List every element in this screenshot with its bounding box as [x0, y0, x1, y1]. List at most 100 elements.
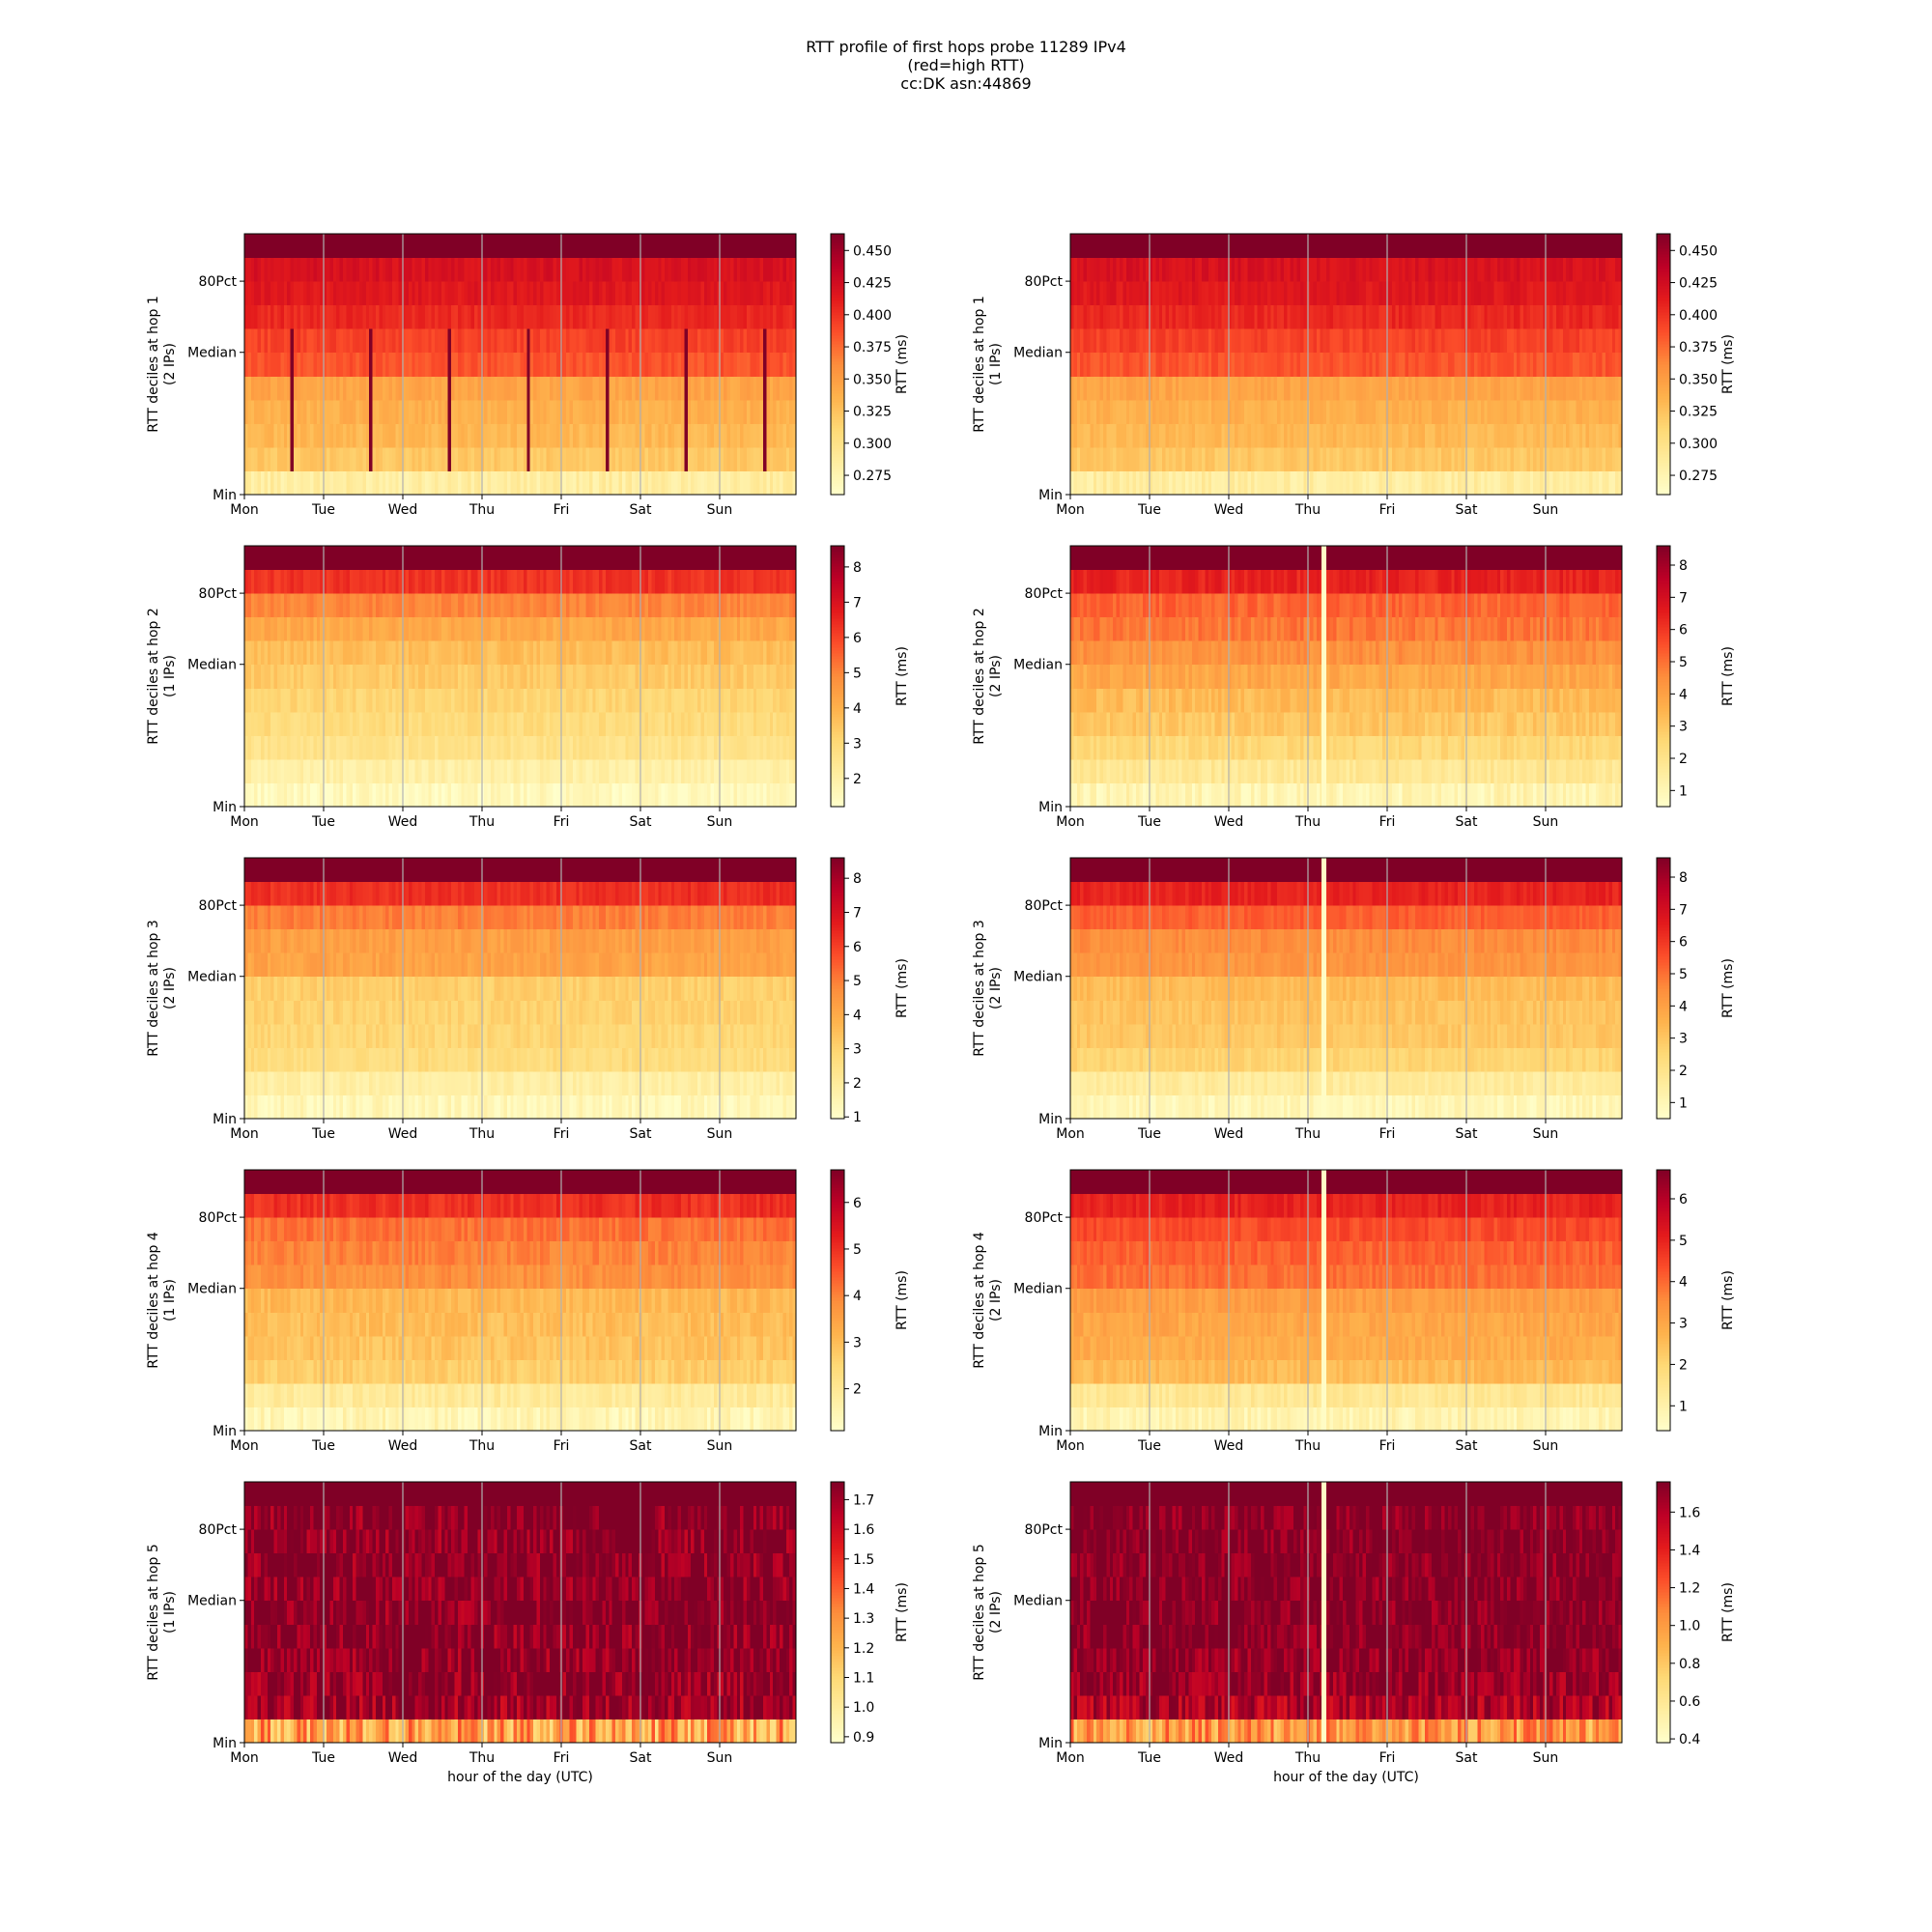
heatmap-cell	[1329, 423, 1334, 448]
heatmap-cell	[388, 234, 393, 259]
heatmap-cell	[665, 257, 668, 282]
heatmap-cell	[494, 688, 498, 713]
heatmap-cell	[1454, 376, 1459, 401]
heatmap-cell	[687, 688, 692, 713]
heatmap-cell	[257, 688, 262, 713]
heatmap-cell	[355, 352, 360, 377]
heatmap-cell	[306, 234, 311, 259]
heatmap-cell	[1313, 352, 1318, 377]
heatmap-cell	[780, 304, 783, 329]
heatmap-cell	[1611, 352, 1616, 377]
heatmap-cell	[503, 735, 508, 760]
heatmap-cell	[358, 758, 363, 783]
heatmap-cell	[1562, 376, 1567, 401]
heatmap-cell	[408, 711, 412, 736]
heatmap-cell	[1102, 281, 1107, 306]
heatmap-cell	[1362, 304, 1367, 329]
heatmap-cell	[1211, 234, 1216, 259]
heatmap-cell	[431, 782, 436, 808]
heatmap-cell	[1441, 257, 1445, 282]
heatmap-cell	[250, 758, 255, 783]
heatmap-cell	[1261, 304, 1265, 329]
heatmap-cell	[661, 281, 666, 306]
heatmap-cell	[536, 758, 541, 783]
heatmap-cell	[1188, 304, 1193, 329]
heatmap-cell	[1211, 423, 1216, 448]
heatmap-cell	[1149, 281, 1153, 306]
heatmap-cell	[1414, 328, 1419, 354]
heatmap-cell	[707, 664, 712, 689]
heatmap-cell	[648, 281, 652, 306]
heatmap-cell	[395, 399, 400, 424]
heatmap-cell	[1146, 399, 1151, 424]
colorbar-step	[1657, 480, 1670, 484]
heatmap-cell	[1595, 304, 1600, 329]
heatmap-cell	[687, 281, 692, 306]
heatmap-cell	[687, 304, 692, 329]
heatmap-cell	[1303, 423, 1308, 448]
heatmap-cell	[785, 352, 790, 377]
heatmap-cell	[264, 735, 269, 760]
heatmap-cell	[247, 257, 252, 282]
heatmap-cell	[523, 234, 527, 259]
heatmap-cell	[595, 399, 600, 424]
y-tick-label: Min	[1038, 488, 1063, 503]
heatmap-cell	[1158, 257, 1163, 282]
heatmap-cell	[267, 352, 271, 377]
heatmap-cell	[362, 664, 367, 689]
heatmap-cell	[267, 758, 271, 783]
heatmap-cell	[602, 328, 607, 354]
heatmap-cell	[517, 304, 521, 329]
colorbar-step	[1657, 295, 1670, 298]
heatmap-cell	[1569, 470, 1574, 496]
heatmap-cell	[477, 304, 482, 329]
heatmap-cell	[1122, 234, 1127, 259]
heatmap-cell	[339, 281, 344, 306]
heatmap-cell	[572, 281, 577, 306]
heatmap-cell	[651, 234, 656, 259]
heatmap-cell	[362, 376, 367, 401]
heatmap-cell	[1602, 281, 1606, 306]
heatmap-cell	[1611, 234, 1616, 259]
heatmap-cell	[1395, 234, 1400, 259]
heatmap-cell	[529, 470, 534, 496]
heatmap-cell	[1559, 328, 1564, 354]
heatmap-cell	[1102, 304, 1107, 329]
heatmap-cell	[717, 446, 722, 471]
heatmap-cell	[553, 281, 557, 306]
heatmap-cell	[592, 328, 597, 354]
heatmap-cell	[480, 399, 485, 424]
heatmap-cell	[1257, 352, 1262, 377]
heatmap-cell	[412, 470, 416, 496]
heatmap-cell	[661, 688, 666, 713]
heatmap-cell	[408, 664, 412, 689]
heatmap-cell	[1086, 446, 1091, 471]
heatmap-cell	[494, 446, 498, 471]
heatmap-cell	[1273, 423, 1278, 448]
heatmap-cell	[1165, 423, 1170, 448]
heatmap-cell	[730, 376, 734, 401]
heatmap-cell	[313, 470, 318, 496]
heatmap-cell	[1536, 423, 1541, 448]
heatmap-cell	[618, 423, 623, 448]
heatmap-cell	[1234, 423, 1238, 448]
heatmap-cell	[697, 688, 701, 713]
heatmap-cell	[431, 470, 436, 496]
heatmap-cell	[355, 688, 360, 713]
heatmap-cell	[506, 234, 511, 259]
heatmap-cell	[1083, 234, 1088, 259]
heatmap-cell	[1201, 446, 1206, 471]
heatmap-cell	[582, 304, 586, 329]
heatmap-cell	[382, 782, 386, 808]
heatmap-cell	[477, 782, 482, 808]
heatmap-cell	[1615, 399, 1620, 424]
heatmap-cell	[1573, 399, 1577, 424]
heatmap-cell	[1070, 257, 1074, 282]
colorbar-step	[831, 355, 844, 359]
heatmap-cell	[776, 664, 781, 689]
heatmap-cell	[309, 688, 314, 713]
heatmap-cell	[1435, 234, 1439, 259]
heatmap-cell	[1135, 328, 1140, 354]
colorbar-step	[831, 384, 844, 388]
heatmap-cell	[1477, 470, 1482, 496]
